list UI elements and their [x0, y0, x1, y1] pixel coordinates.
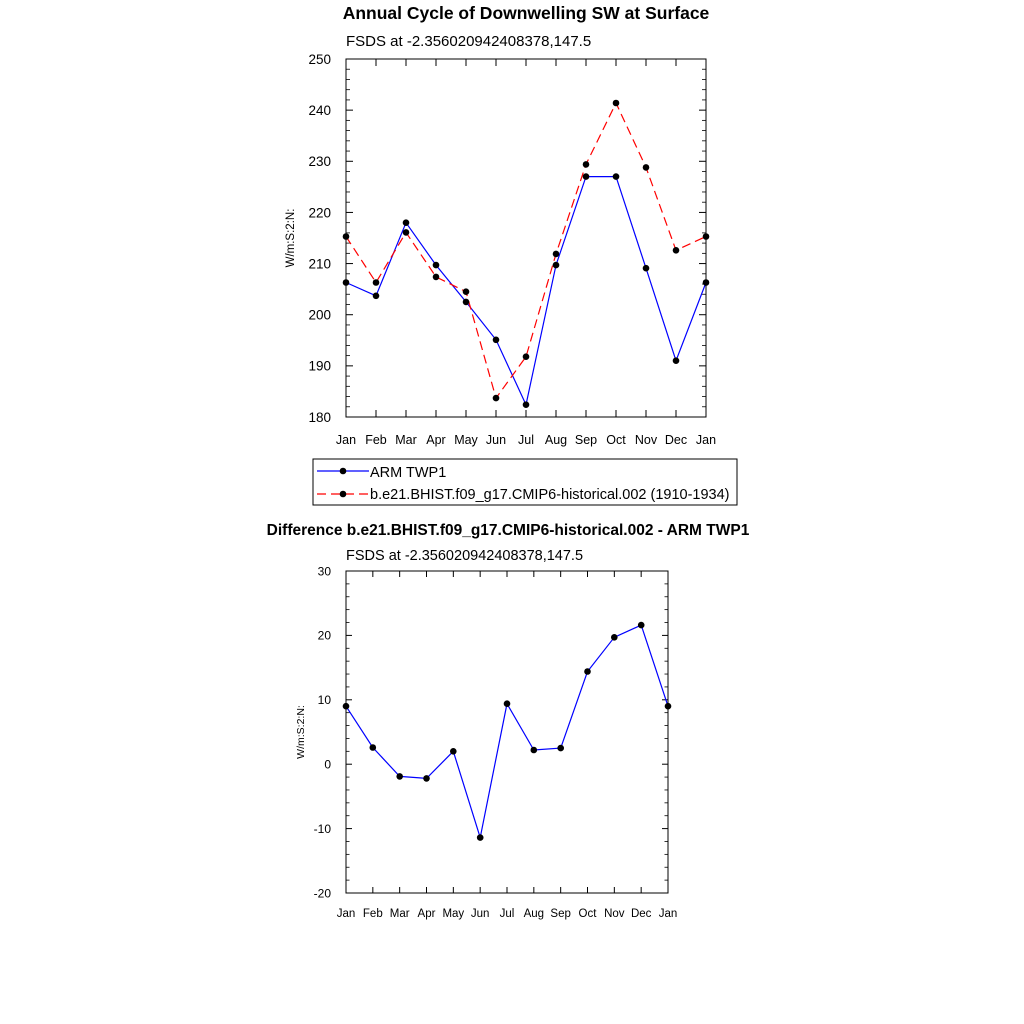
data-point-1	[492, 394, 500, 402]
data-point-1	[582, 161, 590, 168]
y-tick-label: 240	[308, 103, 331, 118]
y-tick-label: 30	[318, 564, 332, 578]
y-tick-label: 220	[308, 205, 331, 220]
data-point-0	[369, 744, 377, 751]
x-tick-label: Jan	[659, 908, 678, 920]
x-tick-label: Aug	[545, 433, 567, 447]
y-tick-label: -10	[314, 822, 332, 836]
x-tick-label: Apr	[426, 433, 445, 447]
y-tick-label: 0	[324, 758, 331, 772]
y-tick-label: -20	[314, 886, 332, 900]
x-tick-label: Jun	[471, 908, 490, 920]
data-point-0	[642, 264, 650, 272]
data-point-0	[582, 173, 590, 180]
legend: ARM TWP1 b.e21.BHIST.f09_g17.CMIP6-histo…	[312, 458, 738, 506]
x-tick-label: Feb	[365, 433, 387, 447]
data-point-0	[450, 748, 457, 755]
chart-subtitle: FSDS at -2.356020942408378,147.5	[346, 33, 591, 50]
x-tick-label: Oct	[579, 908, 598, 920]
data-point-0	[612, 173, 620, 180]
data-point-0	[557, 744, 564, 752]
y-tick-label: 210	[308, 256, 331, 271]
data-point-0	[611, 634, 618, 641]
series-line-0	[345, 176, 707, 407]
x-tick-label: Oct	[606, 433, 626, 447]
x-tick-label: May	[442, 908, 464, 920]
x-tick-label: Jul	[518, 433, 534, 447]
y-axis-label: W/m:S:2:N:	[295, 705, 307, 759]
chart-title: Annual Cycle of Downwelling SW at Surfac…	[343, 3, 710, 23]
x-tick-label: May	[454, 433, 478, 447]
data-point-0	[476, 834, 484, 841]
x-tick-label: Nov	[604, 908, 625, 920]
x-tick-label: Apr	[418, 908, 436, 920]
x-tick-label: Dec	[665, 433, 687, 447]
annual-cycle-chart: Annual Cycle of Downwelling SW at Surfac…	[285, 3, 716, 447]
data-point-0	[522, 401, 530, 409]
data-point-0	[372, 292, 380, 300]
plot-frame	[345, 58, 707, 418]
x-tick-label: Sep	[550, 908, 570, 920]
x-tick-label: Sep	[575, 433, 597, 447]
data-point-0	[396, 773, 404, 780]
y-tick-label: 250	[308, 52, 331, 67]
legend-label-arm: ARM TWP1	[370, 465, 446, 481]
y-tick-label: 20	[318, 629, 332, 643]
data-point-1	[432, 273, 440, 281]
legend-marker-arm	[339, 467, 347, 475]
y-tick-label: 230	[308, 154, 331, 169]
data-point-1	[552, 250, 560, 258]
legend-box	[312, 458, 738, 506]
x-tick-label: Mar	[395, 433, 417, 447]
data-point-1	[672, 247, 680, 254]
legend-marker-model	[339, 490, 347, 498]
x-tick-label: Nov	[635, 433, 658, 447]
data-point-0	[637, 621, 645, 629]
y-tick-label: 190	[308, 359, 331, 374]
legend-entry-model: b.e21.BHIST.f09_g17.CMIP6-historical.002…	[317, 487, 729, 503]
x-tick-label: Jun	[486, 433, 506, 447]
plot-frame	[345, 570, 669, 894]
legend-label-model: b.e21.BHIST.f09_g17.CMIP6-historical.002…	[370, 487, 729, 503]
x-tick-label: Jul	[500, 908, 515, 920]
data-point-1	[642, 164, 650, 171]
data-point-1	[372, 279, 380, 286]
x-tick-label: Aug	[524, 908, 544, 920]
x-tick-label: Dec	[631, 908, 652, 920]
data-point-1	[462, 288, 470, 296]
series-line-0	[345, 624, 669, 838]
chart-subtitle: FSDS at -2.356020942408378,147.5	[346, 548, 583, 564]
x-tick-label: Jan	[337, 908, 356, 920]
difference-chart: Difference b.e21.BHIST.f09_g17.CMIP6-his…	[267, 522, 750, 920]
x-tick-label: Jan	[696, 433, 716, 447]
data-point-0	[462, 298, 470, 306]
legend-entry-arm: ARM TWP1	[317, 465, 446, 481]
y-tick-label: 200	[308, 308, 331, 323]
x-tick-label: Feb	[363, 908, 383, 920]
data-point-0	[530, 746, 538, 754]
data-point-1	[522, 353, 530, 361]
chart-title: Difference b.e21.BHIST.f09_g17.CMIP6-his…	[267, 522, 750, 539]
data-point-1	[402, 229, 410, 236]
data-point-0	[402, 219, 410, 226]
y-tick-label: 10	[318, 693, 332, 707]
data-point-0	[423, 775, 430, 782]
x-tick-label: Jan	[336, 433, 356, 447]
data-point-1	[612, 99, 620, 107]
data-point-0	[503, 700, 511, 707]
data-point-0	[432, 261, 440, 269]
y-tick-label: 180	[308, 410, 331, 425]
data-point-0	[492, 336, 500, 344]
y-axis-label: W/m:S:2:N:	[285, 209, 297, 268]
data-point-0	[584, 668, 591, 675]
data-point-0	[552, 261, 560, 269]
data-point-0	[672, 357, 680, 365]
x-tick-label: Mar	[390, 908, 410, 920]
